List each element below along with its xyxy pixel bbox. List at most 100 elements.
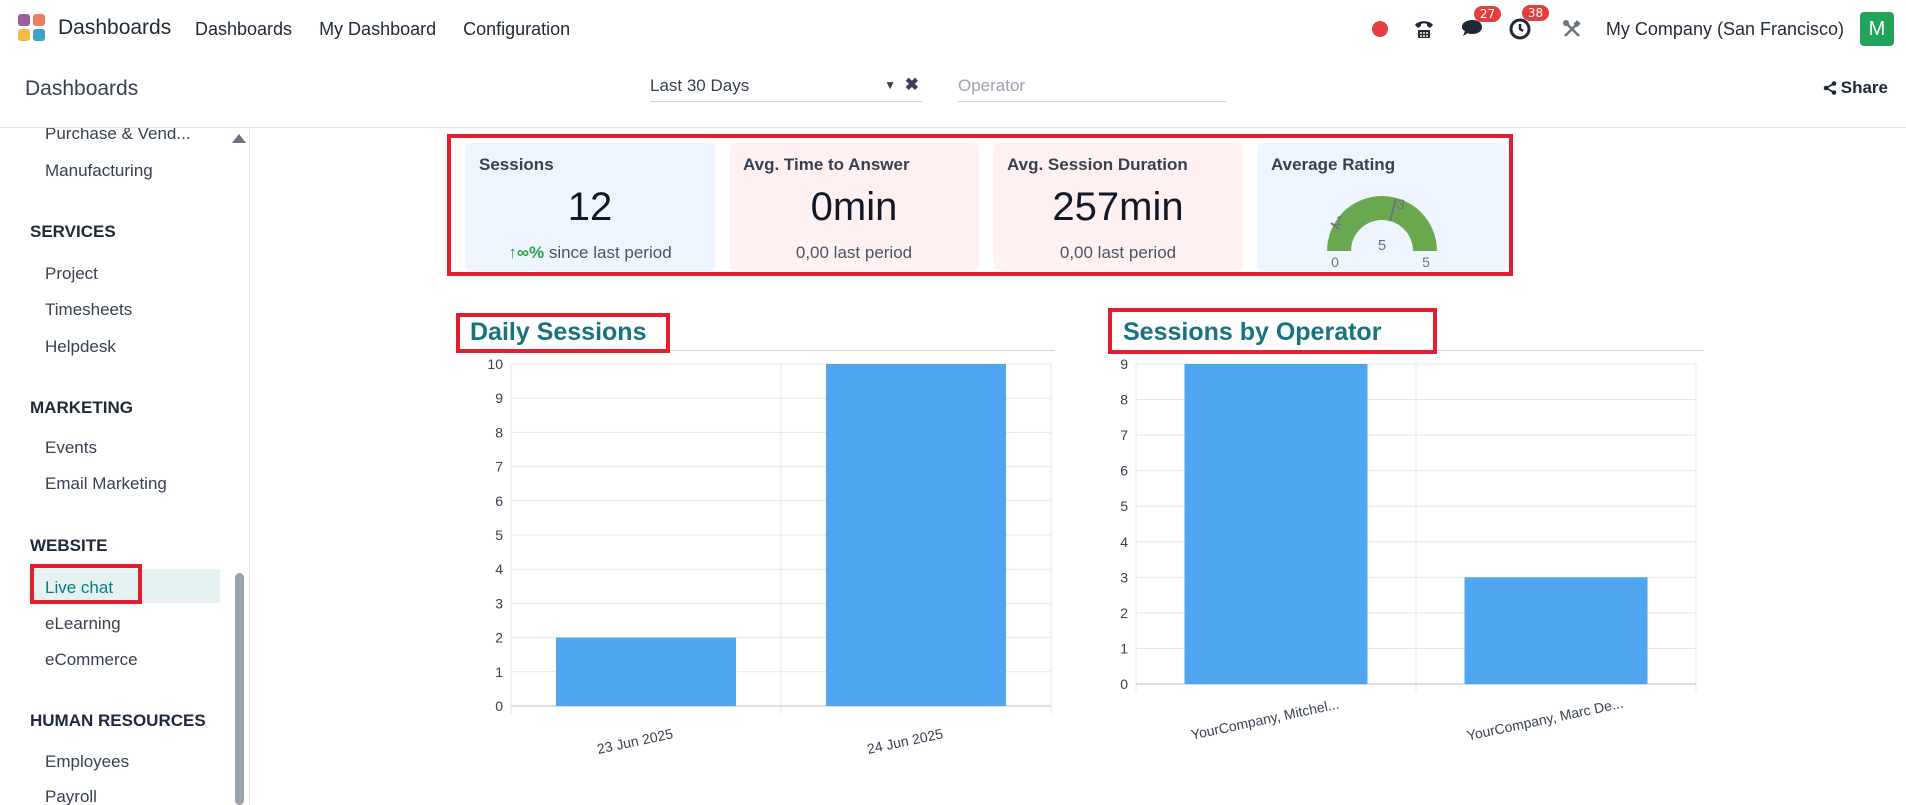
- sidebar-item-email-marketing[interactable]: Email Marketing: [45, 474, 167, 493]
- share-button[interactable]: Share: [1823, 78, 1888, 98]
- y-tick-label: 4: [1120, 534, 1128, 550]
- sidebar-item-project[interactable]: Project: [45, 264, 98, 283]
- gauge-value-label: 3: [1397, 196, 1405, 212]
- kpi-label: Sessions: [479, 155, 554, 174]
- y-tick-label: 6: [495, 493, 503, 509]
- sessions-by-operator-chart[interactable]: 0 1 2 3 4 5 6 7 8 9 YourCompany, Mitchel... YourCom…: [1110, 350, 1710, 780]
- menu-configuration[interactable]: Configuration: [463, 19, 571, 39]
- sidebar-item-timesheets[interactable]: Timesheets: [45, 300, 133, 319]
- y-tick-label: 3: [1120, 569, 1128, 585]
- sidebar-section-services: SERVICES: [30, 222, 116, 241]
- y-tick-label: 8: [495, 424, 503, 440]
- activities-badge: 38: [1521, 5, 1550, 21]
- sidebar-item-employees[interactable]: Employees: [45, 752, 130, 771]
- kpi-foot-text: since last period: [548, 243, 672, 262]
- sidebar-item-elearning[interactable]: eLearning: [45, 614, 121, 633]
- period-filter-select[interactable]: Last 30 Days ▼ ✖: [650, 72, 922, 102]
- tools-icon[interactable]: [1562, 19, 1582, 39]
- kpi-sessions[interactable]: Sessions 12 ↑∞% since last period: [465, 143, 715, 271]
- sidebar-item-payroll[interactable]: Payroll: [45, 787, 97, 805]
- sidebar-item-purchase[interactable]: Purchase & Vend...: [45, 128, 191, 143]
- phone-icon[interactable]: [1412, 18, 1436, 40]
- messages-icon[interactable]: 27: [1460, 6, 1502, 40]
- kpi-highlight-box: [447, 134, 1513, 276]
- kpi-value: 257min: [1052, 185, 1184, 229]
- kpi-footer: ↑∞% since last period: [465, 243, 715, 263]
- rating-gauge: 1 3 5 0 5: [1327, 196, 1437, 270]
- y-tick-label: 2: [1120, 605, 1128, 621]
- bar[interactable]: [1184, 364, 1368, 684]
- record-icon[interactable]: [1371, 21, 1388, 37]
- kpi-value: 12: [567, 185, 613, 229]
- kpi-avg-time-to-answer[interactable]: Avg. Time to Answer 0min 0,00 last perio…: [729, 143, 979, 271]
- control-panel: Dashboards Last 30 Days ▼ ✖ Operator Sha…: [0, 58, 1906, 128]
- divider: [455, 350, 1055, 351]
- y-tick-label: 9: [495, 390, 503, 406]
- activities-icon[interactable]: 38: [1508, 5, 1550, 41]
- gauge-max-label: 5: [1422, 254, 1430, 270]
- y-tick-label: 8: [1120, 392, 1128, 408]
- kpi-value: 0min: [810, 185, 898, 229]
- x-tick-label: YourCompany, Mitchel...: [1189, 696, 1340, 743]
- sidebar-item-live-chat[interactable]: Live chat: [45, 578, 114, 597]
- page-title: Dashboards: [25, 77, 139, 100]
- sidebar-item-manufacturing[interactable]: Manufacturing: [45, 161, 153, 180]
- y-tick-label: 7: [1120, 427, 1128, 443]
- y-tick-label: 10: [487, 356, 503, 372]
- dashboard-sidebar: Purchase & Vend... Manufacturing SERVICE…: [0, 128, 250, 805]
- daily-sessions-chart[interactable]: 0 1 2 3 4 5 6 7 8 9 10 23 Jun 2025 24 Jun 2025: [475, 350, 1075, 780]
- sessions-by-operator-title: Sessions by Operator: [1123, 318, 1382, 346]
- sidebar-item-helpdesk[interactable]: Helpdesk: [45, 337, 116, 356]
- gauge-center-label: 5: [1378, 237, 1386, 254]
- menu-my-dashboard[interactable]: My Dashboard: [319, 19, 437, 39]
- kpi-label: Avg. Time to Answer: [743, 155, 910, 174]
- sidebar-item-events[interactable]: Events: [45, 438, 97, 457]
- live-chat-highlight-box: [30, 564, 142, 604]
- kpi-row: Sessions 12 ↑∞% since last period Avg. T…: [465, 143, 1507, 271]
- app-title[interactable]: Dashboards: [58, 16, 172, 39]
- main-menu: Dashboards My Dashboard Configuration: [195, 19, 570, 40]
- y-tick-label: 4: [495, 561, 503, 577]
- y-tick-label: 5: [495, 527, 503, 543]
- menu-dashboards[interactable]: Dashboards: [195, 19, 293, 39]
- operator-filter-input[interactable]: Operator: [958, 72, 1226, 102]
- sidebar-section-marketing: MARKETING: [30, 398, 133, 417]
- y-tick-label: 5: [1120, 498, 1128, 514]
- y-tick-label: 1: [1120, 640, 1128, 656]
- daily-sessions-highlight-box: [456, 313, 670, 353]
- clear-icon[interactable]: ✖: [904, 75, 919, 94]
- kpi-trend: ∞%: [516, 243, 545, 262]
- user-avatar[interactable]: M: [1860, 12, 1894, 46]
- kpi-avg-session-duration[interactable]: Avg. Session Duration 257min 0,00 last p…: [993, 143, 1243, 271]
- top-navbar: Dashboards Dashboards My Dashboard Confi…: [0, 0, 1906, 58]
- gauge-min-label: 0: [1331, 254, 1339, 270]
- kpi-label: Average Rating: [1271, 155, 1396, 174]
- sessions-by-operator-highlight-box: [1108, 308, 1437, 354]
- sidebar-scrollbar[interactable]: [235, 573, 244, 805]
- caret-down-icon[interactable]: ▼: [884, 78, 896, 92]
- sidebar-section-human-resources: HUMAN RESOURCES: [30, 711, 206, 730]
- y-tick-label: 0: [495, 698, 503, 714]
- scroll-up-icon[interactable]: [232, 134, 246, 143]
- sidebar-item-ecommerce[interactable]: eCommerce: [45, 650, 138, 669]
- kpi-average-rating[interactable]: Average Rating 1 3 5 0 5: [1257, 143, 1507, 271]
- y-tick-label: 7: [495, 459, 503, 475]
- y-tick-label: 0: [1120, 676, 1128, 692]
- y-tick-label: 3: [495, 595, 503, 611]
- kpi-foot-text: 0,00 last period: [1059, 243, 1177, 262]
- gauge-marker-label: 1: [1335, 213, 1342, 228]
- share-label: Share: [1840, 78, 1888, 97]
- arrow-up-icon: ↑: [508, 243, 517, 262]
- x-tick-label: 24 Jun 2025: [866, 725, 945, 757]
- bar[interactable]: [1464, 577, 1648, 684]
- kpi-foot-text: 0,00 last period: [795, 243, 913, 262]
- dashboards-app-icon[interactable]: [18, 14, 48, 44]
- company-switcher[interactable]: My Company (San Francisco): [1605, 18, 1844, 39]
- period-filter-value: Last 30 Days: [650, 76, 750, 95]
- share-icon: [1823, 81, 1837, 95]
- x-tick-label: 23 Jun 2025: [596, 725, 675, 757]
- sidebar-active-highlight: [28, 569, 220, 603]
- bar[interactable]: [556, 637, 736, 706]
- bar[interactable]: [826, 364, 1006, 706]
- y-tick-label: 6: [1120, 463, 1128, 479]
